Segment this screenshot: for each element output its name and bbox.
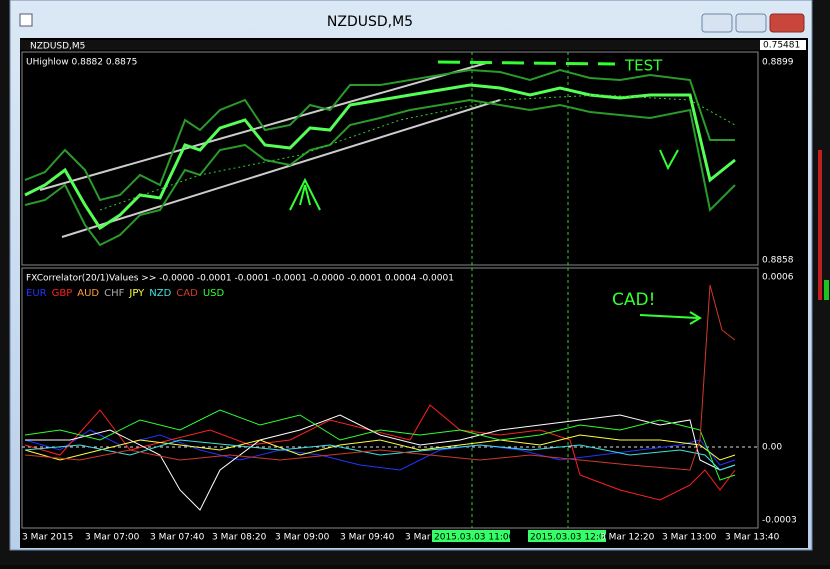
bg-bar bbox=[824, 280, 829, 300]
cursor-label: 2015.03.03 11:00 bbox=[434, 533, 515, 543]
symbol: NZDUSD,M5 bbox=[30, 42, 85, 52]
arrow-up bbox=[289, 177, 321, 211]
legend-entry: CAD bbox=[176, 288, 198, 299]
trendline bbox=[39, 61, 491, 191]
series-line bbox=[25, 414, 736, 511]
cursor-label: 2015.03.03 12:00 bbox=[530, 533, 611, 543]
legend-entry: CHF bbox=[104, 288, 125, 299]
series-line bbox=[24, 434, 736, 461]
time-label: 3 Mar 13:00 bbox=[662, 533, 717, 543]
legend-entry: JPY bbox=[128, 288, 145, 299]
close-button[interactable] bbox=[769, 13, 805, 33]
bg-bar bbox=[818, 150, 822, 300]
window-icon bbox=[19, 13, 33, 27]
scale-label: 0.0006 bbox=[762, 273, 794, 283]
series-line bbox=[24, 439, 736, 471]
series-line bbox=[24, 404, 736, 501]
test-line bbox=[437, 60, 616, 66]
legend-entry: USD bbox=[203, 288, 225, 299]
time-label: 3 Mar 09:40 bbox=[340, 533, 395, 543]
series-line bbox=[24, 284, 736, 471]
price-scale: 0.8858 bbox=[762, 256, 794, 266]
cursor-label-box bbox=[432, 530, 510, 542]
time-label: 3 Mar 07:40 bbox=[150, 533, 205, 543]
cursor-label-box bbox=[528, 530, 606, 542]
legend-entry: GBP bbox=[52, 288, 73, 299]
scale-label: -0.0003 bbox=[762, 516, 797, 526]
arrow-down bbox=[659, 149, 679, 171]
time-label: 3 Mar 09:00 bbox=[275, 533, 330, 543]
band-upper bbox=[24, 68, 735, 202]
price-box bbox=[760, 40, 806, 50]
main-pane bbox=[21, 51, 759, 266]
lower-pane bbox=[21, 267, 759, 529]
legend-entry: NZD bbox=[149, 288, 171, 299]
annotation: CAD! bbox=[612, 290, 655, 310]
indicator-label: UHighlow 0.8882 0.8875 bbox=[26, 58, 137, 68]
symbol-strip bbox=[20, 40, 760, 50]
time-label: 3 Mar 07:00 bbox=[85, 533, 140, 543]
legend-entry: AUD bbox=[77, 288, 99, 299]
minimize-button[interactable] bbox=[701, 13, 733, 33]
arrow bbox=[639, 311, 702, 325]
legend: EUR GBP AUD CHF JPY NZD CAD USD bbox=[26, 288, 224, 299]
series-line bbox=[24, 409, 736, 481]
price-scale: 0.8899 bbox=[762, 58, 794, 68]
band-lower bbox=[24, 98, 736, 247]
window-title: NZDUSD,M5 bbox=[327, 14, 413, 30]
correlator-label: FXCorrelator(20/1)Values >> -0.0000 -0.0… bbox=[26, 274, 454, 284]
ma-line bbox=[99, 94, 736, 211]
time-label: 3 Mar 2015 bbox=[22, 533, 73, 543]
price: 0.75481 bbox=[763, 41, 800, 51]
legend-entry: EUR bbox=[26, 288, 47, 299]
trendline bbox=[61, 99, 501, 238]
annotation: TEST bbox=[624, 57, 663, 75]
time-label: 3 Mar 08:20 bbox=[212, 533, 267, 543]
maximize-button[interactable] bbox=[735, 13, 767, 33]
time-label: 3 Mar 13:40 bbox=[725, 533, 780, 543]
time-label: 3 Mar 12:20 bbox=[600, 533, 655, 543]
scale-label: 0.00 bbox=[762, 443, 782, 453]
